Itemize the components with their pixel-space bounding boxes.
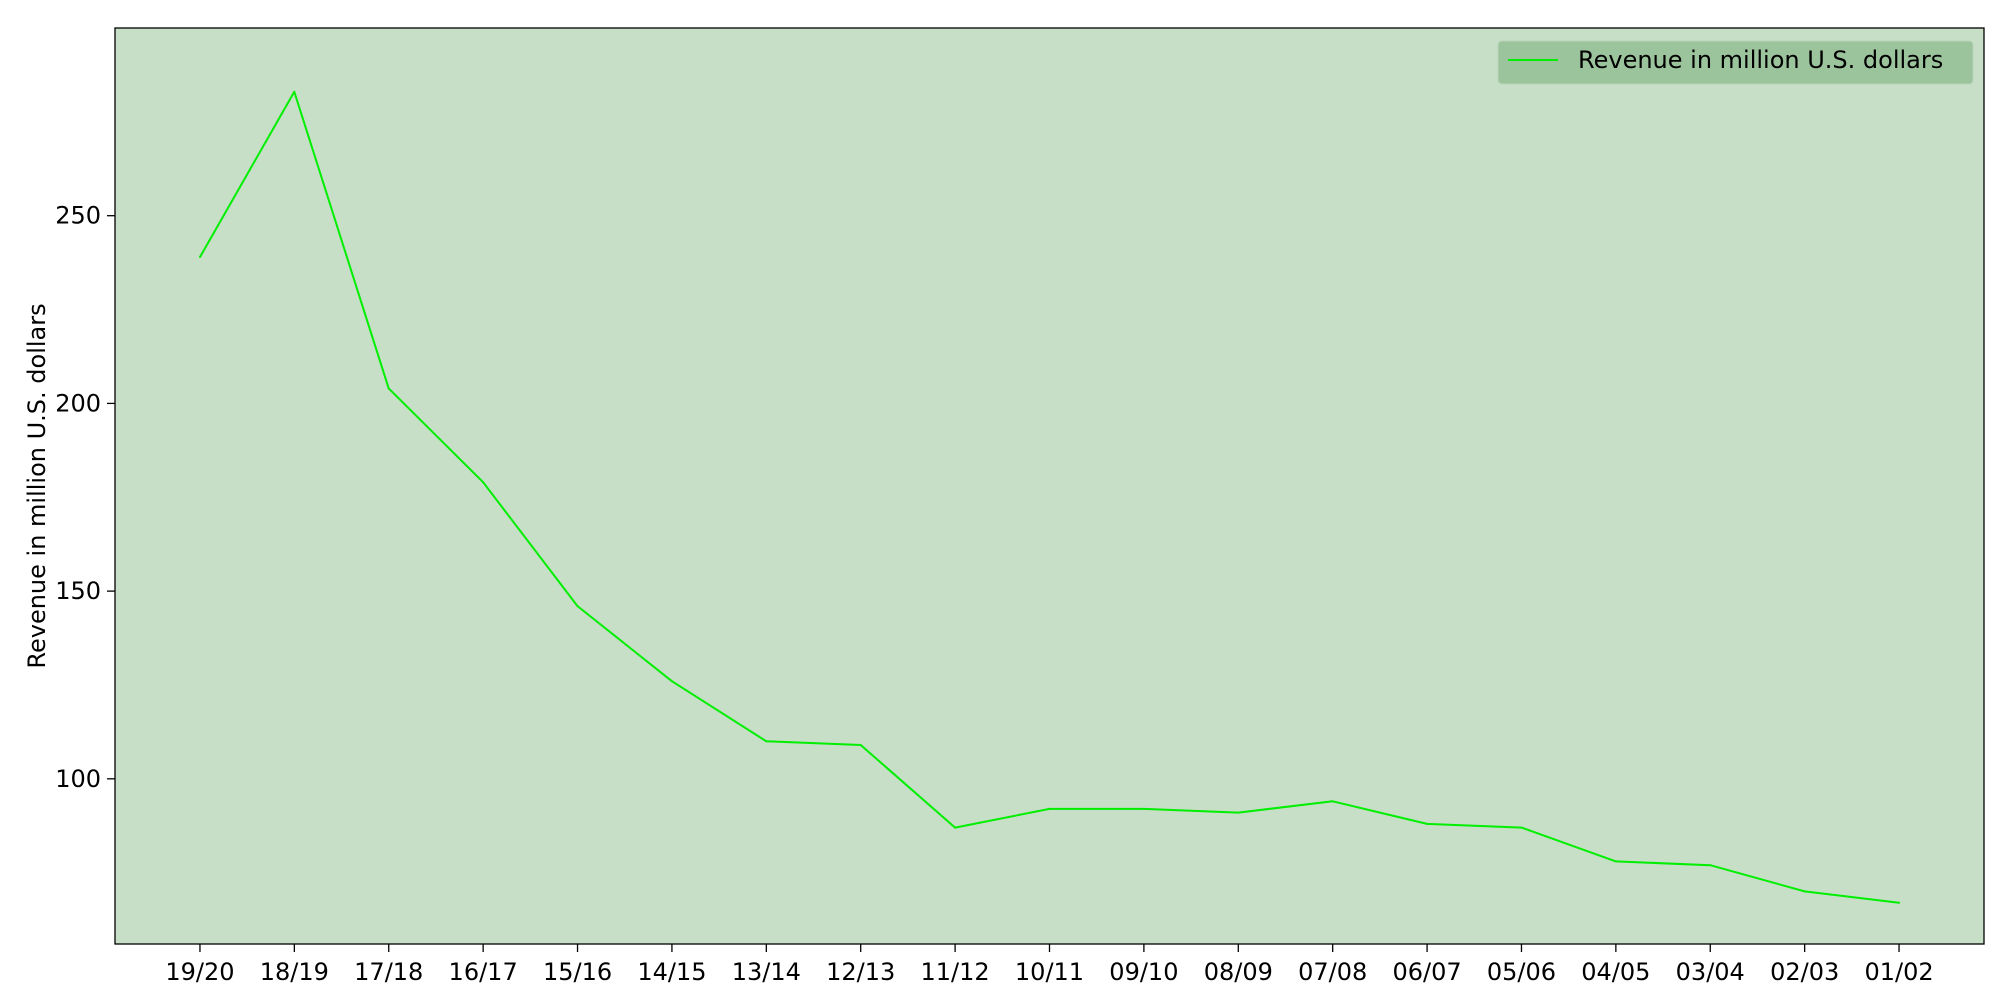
data-point (670, 680, 673, 683)
x-tick-label: 13/14 (732, 958, 801, 986)
data-point (1142, 807, 1145, 810)
data-point (387, 387, 390, 390)
x-tick-label: 11/12 (921, 958, 990, 986)
x-tick-label: 16/17 (449, 958, 518, 986)
data-point (293, 90, 296, 93)
data-point (954, 826, 957, 829)
y-tick-label: 250 (55, 202, 101, 230)
data-point (1048, 807, 1051, 810)
x-tick-label: 08/09 (1204, 958, 1273, 986)
x-axis: 19/20 18/19 17/18 16/17 15/16 14/15 13/14 12/13… (165, 944, 1934, 986)
series-layer (198, 90, 1901, 904)
plot-frame (114, 27, 1985, 945)
x-tick-label: 10/11 (1015, 958, 1084, 986)
data-point (1614, 860, 1617, 863)
x-tick-label: 07/08 (1298, 958, 1367, 986)
x-tick-label: 14/15 (637, 958, 706, 986)
x-tick-label: 19/20 (165, 958, 234, 986)
x-tick-label: 03/04 (1676, 958, 1745, 986)
x-tick-label: 05/06 (1487, 958, 1556, 986)
data-point (576, 605, 579, 608)
data-point (1803, 890, 1806, 893)
x-tick-label: 09/10 (1109, 958, 1178, 986)
data-point (482, 481, 485, 484)
x-tick-label: 12/13 (826, 958, 895, 986)
data-point (859, 744, 862, 747)
y-tick-label: 100 (55, 765, 101, 793)
y-axis-label: Revenue in million U.S. dollars (23, 303, 51, 668)
x-tick-label: 18/19 (260, 958, 329, 986)
legend-box (1497, 40, 1974, 85)
y-axis: 100 150 200 250 (55, 202, 115, 793)
legend-label: Revenue in million U.S. dollars (1578, 46, 1943, 74)
x-tick-label: 17/18 (354, 958, 423, 986)
data-point (198, 256, 201, 258)
x-tick-label: 02/03 (1770, 958, 1839, 986)
data-point (1520, 826, 1523, 829)
data-point (1426, 822, 1429, 825)
x-tick-label: 15/16 (543, 958, 612, 986)
plot-area (115, 28, 1984, 944)
x-tick-label: 06/07 (1392, 958, 1461, 986)
x-tick-label: 01/02 (1864, 958, 1933, 986)
data-point (765, 740, 768, 743)
y-tick-label: 150 (55, 577, 101, 605)
x-tick-label: 04/05 (1581, 958, 1650, 986)
y-tick-label: 200 (55, 389, 101, 417)
data-point (1331, 800, 1334, 803)
data-point (1709, 864, 1712, 867)
data-point (1237, 811, 1240, 814)
data-point (1898, 901, 1901, 904)
legend: Revenue in million U.S. dollars (1497, 40, 1974, 85)
